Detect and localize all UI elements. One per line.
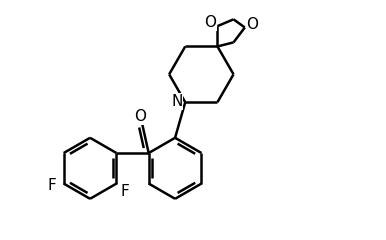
Text: F: F [120,184,129,199]
Text: O: O [246,18,259,32]
Text: O: O [204,15,216,30]
Text: F: F [47,178,56,193]
Text: O: O [134,109,146,124]
Text: N: N [171,94,183,109]
